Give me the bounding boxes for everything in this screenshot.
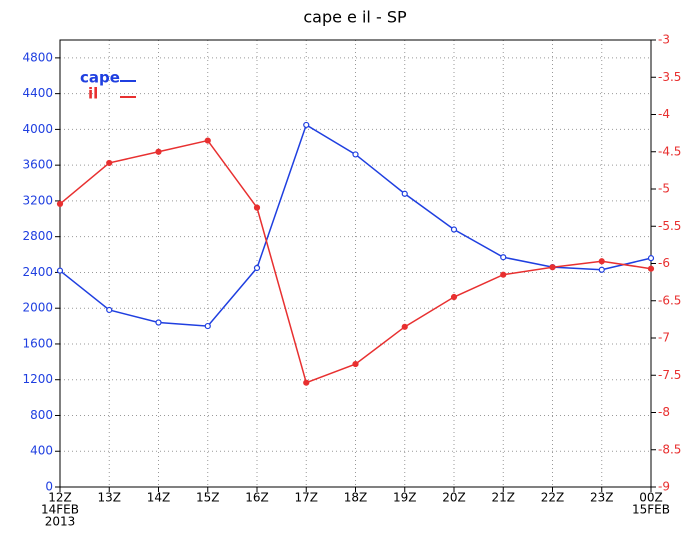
y-tick-label: 400: [30, 444, 53, 458]
data-point: [647, 255, 655, 262]
y2-tick-label: -7: [658, 331, 670, 345]
x-tick-label: 15Z: [196, 491, 220, 505]
data-point: [549, 264, 556, 271]
data-point: [500, 254, 507, 261]
y-tick-label: 2000: [22, 301, 53, 315]
data-point: [303, 121, 310, 129]
x-tick-label: 00Z: [639, 491, 663, 505]
chart-title: cape e il - SP: [303, 8, 407, 27]
data-point: [106, 306, 113, 314]
x-tick-label: 14Z: [147, 491, 171, 505]
data-point: [204, 322, 211, 330]
y-tick-label: 2400: [22, 265, 53, 279]
x-tick-label: 20Z: [442, 491, 466, 505]
data-point: [500, 271, 507, 278]
data-point: [450, 226, 458, 233]
y2-tick-label: -6: [658, 256, 670, 270]
data-point: [401, 190, 408, 197]
legend-label: il: [88, 85, 98, 103]
y-tick-label: 3200: [22, 193, 53, 207]
x-tick-label: 21Z: [492, 491, 516, 505]
y-tick-label: 4400: [22, 86, 53, 100]
data-point: [253, 264, 261, 272]
x-tick-label: 22Z: [541, 491, 565, 505]
y-tick-label: 1600: [22, 336, 53, 350]
x-tick-label: 13Z: [98, 491, 122, 505]
data-point: [450, 293, 458, 301]
x-tick-label: 23Z: [590, 491, 614, 505]
y-tick-label: 0: [45, 480, 53, 494]
y-tick-label: 4000: [22, 122, 53, 136]
y2-tick-label: -9: [658, 480, 670, 494]
legend-label: cape: [80, 69, 120, 87]
data-point: [352, 151, 359, 158]
date-label: 14FEB: [41, 503, 79, 517]
data-point: [253, 204, 261, 211]
data-point: [598, 266, 605, 273]
y2-tick-label: -7.5: [658, 368, 681, 382]
data-point: [598, 258, 605, 265]
y2-tick-label: -3: [658, 33, 670, 47]
data-point: [352, 360, 359, 368]
x-tick-label: 17Z: [295, 491, 319, 505]
x-tick-label: 12Z: [48, 491, 72, 505]
y2-tick-label: -8.5: [658, 442, 681, 456]
data-point: [204, 137, 211, 144]
y2-tick-label: -3.5: [658, 70, 681, 84]
y2-tick-label: -8: [658, 405, 670, 419]
y-tick-label: 1200: [22, 372, 53, 386]
y2-tick-label: -5.5: [658, 219, 681, 233]
y-tick-label: 3600: [22, 158, 53, 172]
y2-tick-label: -4.5: [658, 144, 681, 158]
date-label: 2013: [45, 515, 76, 529]
data-point: [155, 148, 162, 155]
y2-tick-label: -5: [658, 182, 670, 196]
data-point: [106, 159, 113, 167]
x-tick-label: 18Z: [344, 491, 368, 505]
data-point: [155, 319, 162, 326]
data-point: [56, 200, 64, 207]
data-point: [647, 265, 655, 272]
plot-frame: [59, 39, 652, 488]
data-point: [303, 379, 310, 386]
y2-tick-label: -6.5: [658, 293, 681, 307]
data-point: [401, 323, 408, 330]
date-label: 15FEB: [632, 503, 670, 517]
y-tick-label: 4800: [22, 50, 53, 64]
data-point: [56, 267, 64, 274]
y-tick-label: 2800: [22, 229, 53, 243]
x-tick-label: 19Z: [393, 491, 417, 505]
y2-tick-label: -4: [658, 107, 670, 121]
x-tick-label: 16Z: [245, 491, 269, 505]
y-tick-label: 800: [30, 408, 53, 422]
